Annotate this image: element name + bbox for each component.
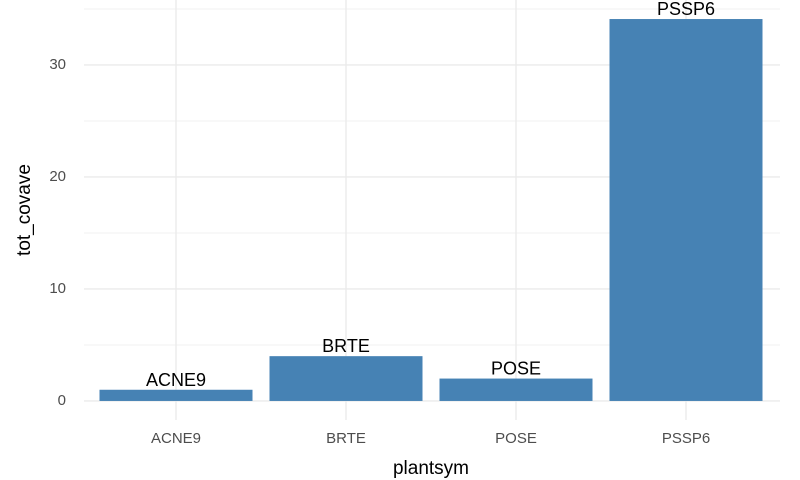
x-tick-label: ACNE9: [151, 430, 201, 447]
x-tick-label: POSE: [495, 430, 537, 447]
y-tick-label: 20: [49, 168, 66, 185]
x-axis-title: plantsym: [393, 458, 469, 479]
y-tick-label: 10: [49, 280, 66, 297]
x-tick-label: PSSP6: [662, 430, 710, 447]
data-label: PSSP6: [657, 0, 715, 19]
bar: [609, 19, 763, 401]
data-label: POSE: [491, 359, 541, 379]
data-label: ACNE9: [146, 370, 206, 390]
bar: [99, 389, 253, 401]
x-tick-label: BRTE: [326, 430, 366, 447]
y-tick-label: 30: [49, 56, 66, 73]
bar: [439, 378, 593, 401]
data-label: BRTE: [322, 336, 370, 356]
y-axis-title: tot_covave: [14, 164, 35, 256]
y-tick-label: 0: [58, 392, 66, 409]
bar: [269, 356, 423, 401]
